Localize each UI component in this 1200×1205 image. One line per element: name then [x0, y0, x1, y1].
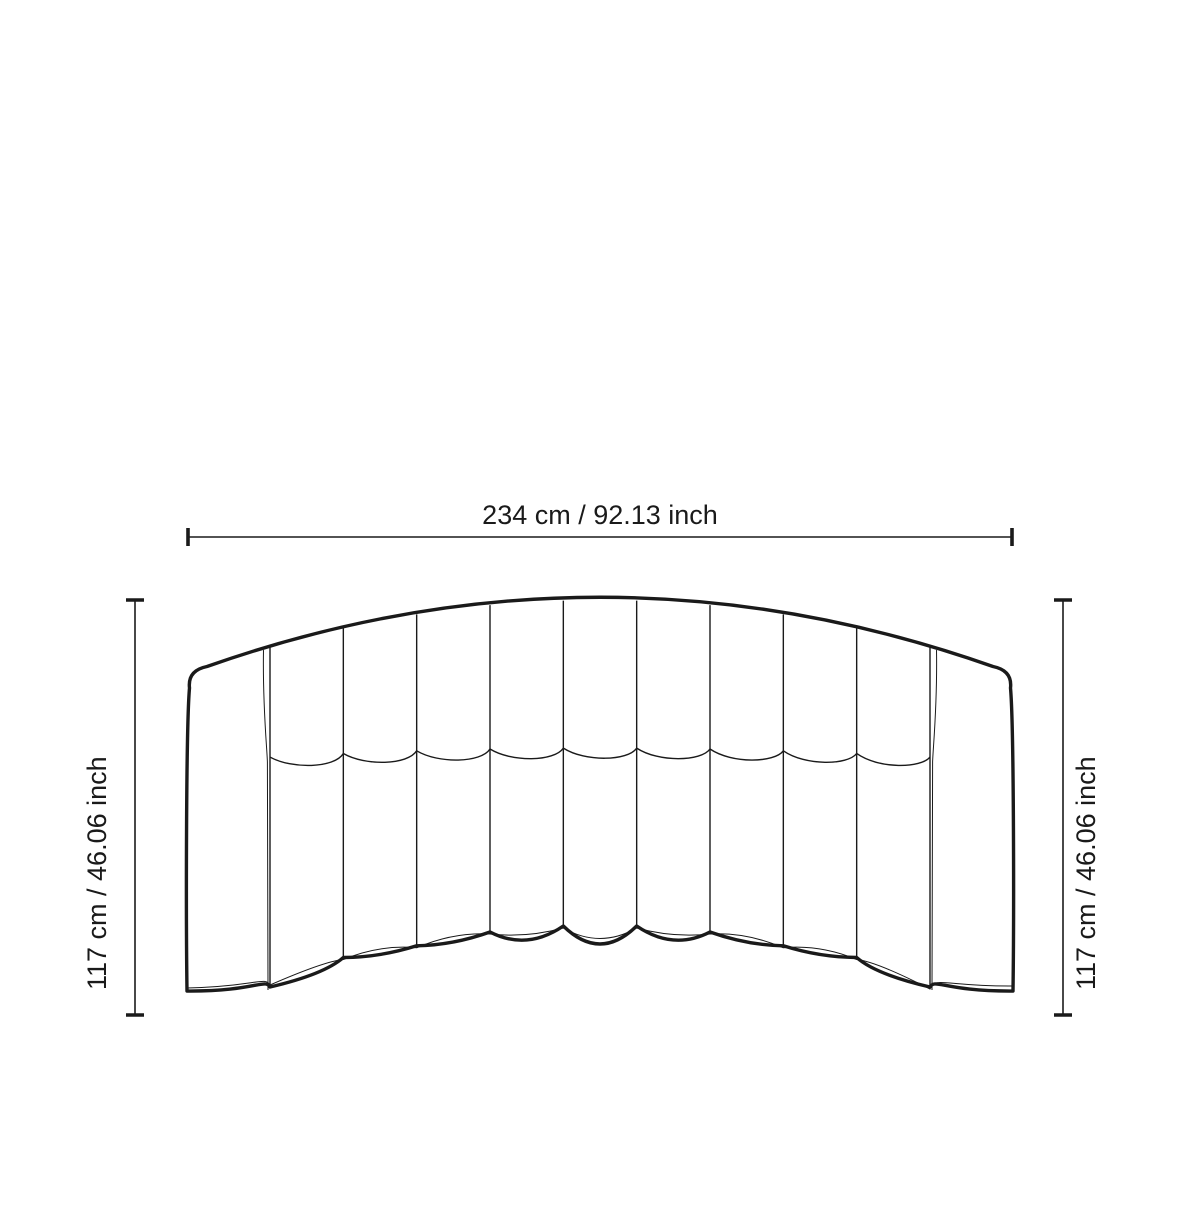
svg-text:234 cm / 92.13 inch: 234 cm / 92.13 inch — [482, 500, 718, 530]
svg-text:117 cm / 46.06 inch: 117 cm / 46.06 inch — [1071, 756, 1101, 990]
svg-text:117 cm / 46.06 inch: 117 cm / 46.06 inch — [82, 756, 112, 990]
